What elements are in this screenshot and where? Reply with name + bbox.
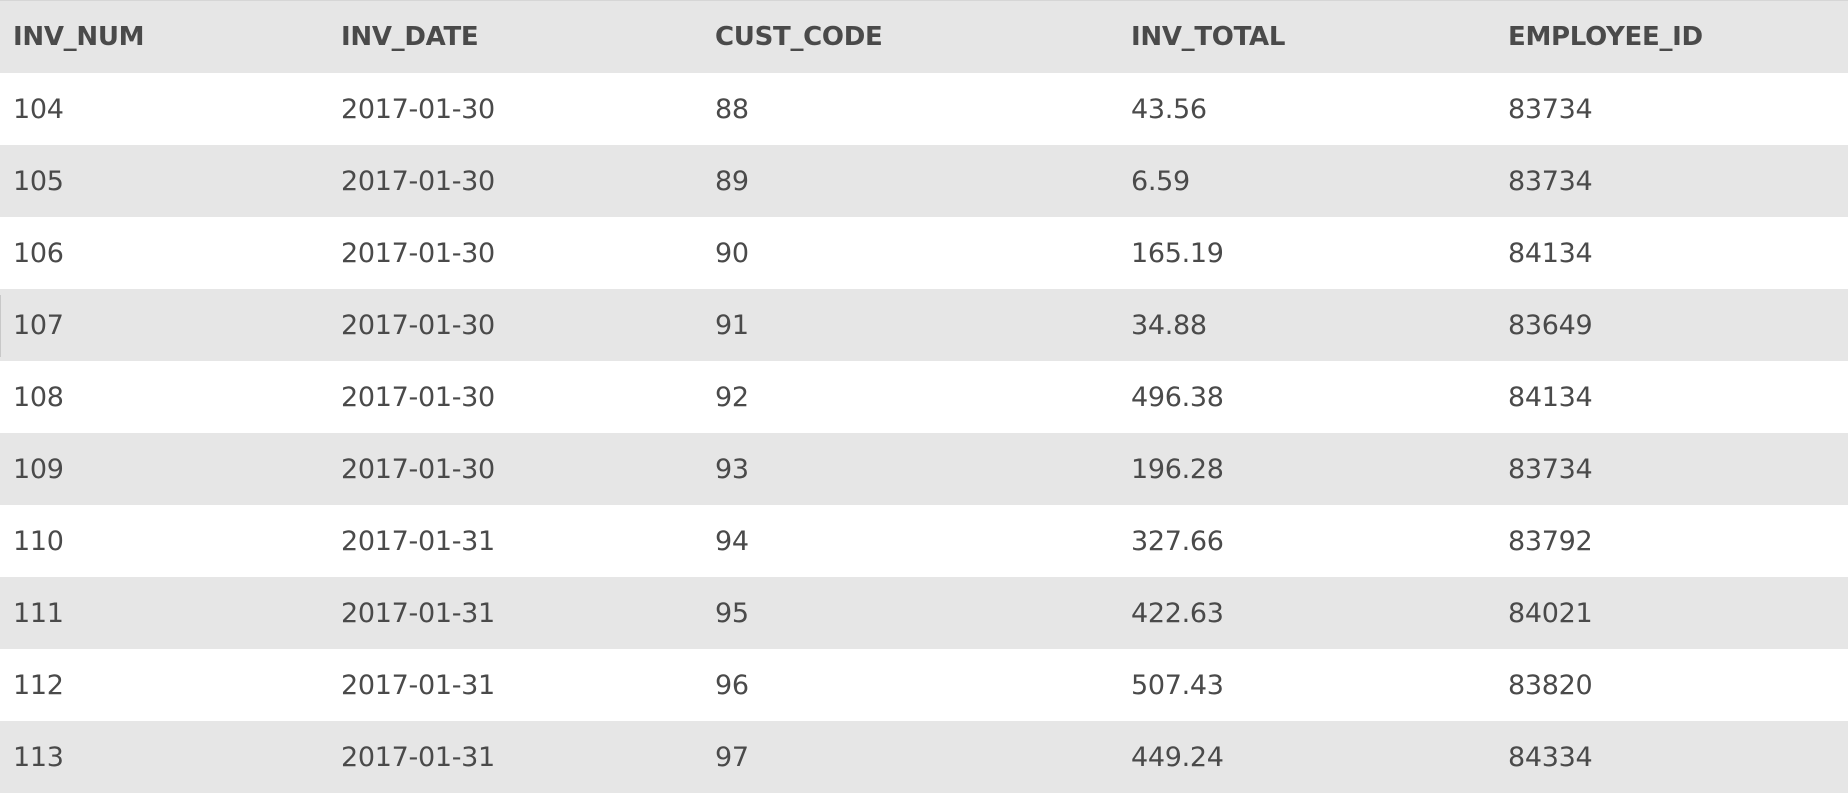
table-row[interactable]: 112 2017-01-31 96 507.43 83820 [0,649,1848,721]
cell-inv-date: 2017-01-30 [341,381,495,413]
cell-employee-id: 83734 [1508,93,1593,125]
cell-employee-id: 84134 [1508,237,1593,269]
header-row: INV_NUM INV_DATE CUST_CODE INV_TOTAL EMP… [0,1,1848,73]
cell-employee-id: 83734 [1508,165,1593,197]
cell-inv-num: 106 [13,237,64,269]
table-row[interactable]: 113 2017-01-31 97 449.24 84334 [0,721,1848,793]
cell-inv-total: 165.19 [1131,237,1224,269]
cell-inv-total: 422.63 [1131,597,1224,629]
cell-inv-date: 2017-01-31 [341,741,495,773]
cell-inv-date: 2017-01-30 [341,237,495,269]
table-row[interactable]: 106 2017-01-30 90 165.19 84134 [0,217,1848,289]
cell-inv-num: 104 [13,93,64,125]
cell-employee-id: 83820 [1508,669,1593,701]
table-row[interactable]: 105 2017-01-30 89 6.59 83734 [0,145,1848,217]
cell-employee-id: 83792 [1508,525,1593,557]
cell-cust-code: 90 [715,237,749,269]
row-resize-marker [0,295,1,357]
cell-inv-total: 6.59 [1131,165,1190,197]
cell-cust-code: 91 [715,309,749,341]
cell-inv-total: 496.38 [1131,381,1224,413]
cell-cust-code: 95 [715,597,749,629]
table-row[interactable]: 104 2017-01-30 88 43.56 83734 [0,73,1848,145]
cell-employee-id: 83649 [1508,309,1593,341]
cell-inv-date: 2017-01-31 [341,597,495,629]
table-row[interactable]: 111 2017-01-31 95 422.63 84021 [0,577,1848,649]
cell-cust-code: 93 [715,453,749,485]
cell-cust-code: 97 [715,741,749,773]
table-row[interactable]: 109 2017-01-30 93 196.28 83734 [0,433,1848,505]
cell-inv-date: 2017-01-30 [341,165,495,197]
cell-cust-code: 92 [715,381,749,413]
cell-cust-code: 94 [715,525,749,557]
cell-employee-id: 83734 [1508,453,1593,485]
cell-inv-date: 2017-01-31 [341,525,495,557]
cell-inv-date: 2017-01-30 [341,93,495,125]
cell-inv-total: 196.28 [1131,453,1224,485]
cell-inv-date: 2017-01-31 [341,669,495,701]
cell-employee-id: 84134 [1508,381,1593,413]
cell-inv-total: 327.66 [1131,525,1224,557]
cell-inv-total: 449.24 [1131,741,1224,773]
cell-cust-code: 88 [715,93,749,125]
table-header: INV_NUM INV_DATE CUST_CODE INV_TOTAL EMP… [0,1,1848,73]
cell-inv-num: 107 [13,309,64,341]
cell-inv-total: 43.56 [1131,93,1207,125]
column-header-employee-id[interactable]: EMPLOYEE_ID [1508,22,1703,52]
table-row[interactable]: 110 2017-01-31 94 327.66 83792 [0,505,1848,577]
cell-inv-total: 34.88 [1131,309,1207,341]
column-header-cust-code[interactable]: CUST_CODE [715,22,883,52]
cell-cust-code: 89 [715,165,749,197]
cell-inv-date: 2017-01-30 [341,453,495,485]
cell-inv-num: 110 [13,525,64,557]
cell-inv-num: 108 [13,381,64,413]
cell-inv-num: 111 [13,597,64,629]
cell-inv-date: 2017-01-30 [341,309,495,341]
cell-inv-num: 113 [13,741,64,773]
cell-inv-num: 112 [13,669,64,701]
cell-employee-id: 84021 [1508,597,1593,629]
column-header-inv-num[interactable]: INV_NUM [13,22,145,52]
table-body: 104 2017-01-30 88 43.56 83734 105 2017-0… [0,73,1848,793]
table-row[interactable]: 108 2017-01-30 92 496.38 84134 [0,361,1848,433]
column-header-inv-date[interactable]: INV_DATE [341,22,479,52]
cell-inv-num: 109 [13,453,64,485]
cell-inv-total: 507.43 [1131,669,1224,701]
cell-employee-id: 84334 [1508,741,1593,773]
column-header-inv-total[interactable]: INV_TOTAL [1131,22,1286,52]
cell-inv-num: 105 [13,165,64,197]
cell-cust-code: 96 [715,669,749,701]
table-row[interactable]: 107 2017-01-30 91 34.88 83649 [0,289,1848,361]
